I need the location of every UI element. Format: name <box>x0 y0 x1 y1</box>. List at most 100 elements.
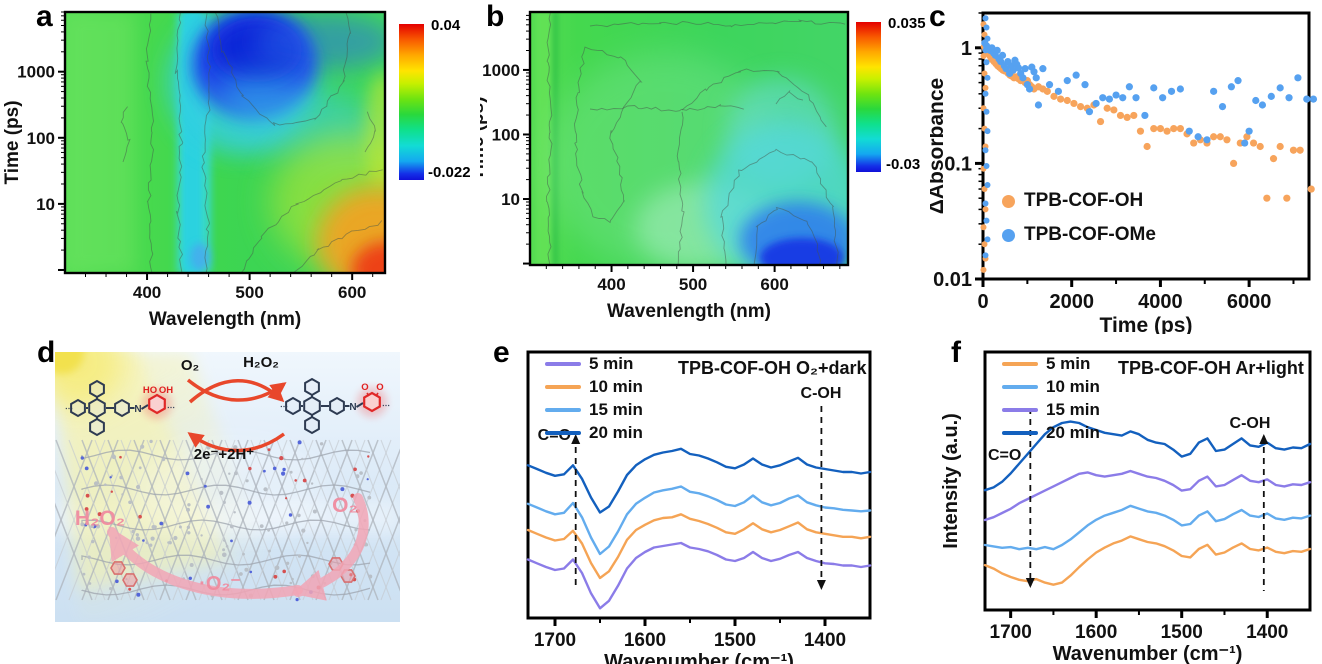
superoxide-label: ·O₂⁻ <box>199 573 241 595</box>
y-axis-label: Time (ps) <box>2 100 23 184</box>
chart-title: TPB-COF-OH O₂+dark <box>678 358 867 378</box>
y-tick-label: 1000 <box>17 63 55 82</box>
legend-line-icon <box>545 362 581 366</box>
panel-b-heatmap: 400 500 600 10 100 1000 Wavenlength (nm) Time (… <box>467 0 872 334</box>
legend-label: 5 min <box>1046 354 1091 373</box>
svg-text:⋯: ⋯ <box>167 403 175 412</box>
quinone-molecule: NO O⋯ ⋯ <box>280 377 390 435</box>
y-tick-label: 1 <box>961 38 972 60</box>
curve-10 min <box>983 504 1312 551</box>
legend-item: 20 min <box>1002 423 1100 443</box>
y-tick-label: 100 <box>27 129 55 148</box>
heatmap-art <box>530 12 848 265</box>
y-tick-label: 0.01 <box>933 269 972 291</box>
o2-label: O₂ <box>181 357 199 374</box>
colorbar-a-gradient <box>399 24 424 180</box>
annotation-label: C=O <box>988 447 1021 464</box>
colorbar-b-max: 0.035 <box>888 15 926 32</box>
legend-line-icon <box>1002 385 1038 389</box>
colorbar-b-min: -0.03 <box>886 156 921 173</box>
x-tick-label: 1500 <box>1161 622 1203 643</box>
x-tick-label: 1600 <box>1075 622 1117 643</box>
svg-text:⋯: ⋯ <box>382 401 390 410</box>
legend-dot-icon <box>1002 194 1015 208</box>
y-tick-label: 10 <box>501 190 520 209</box>
oh-label: OH <box>159 385 173 396</box>
x-tick-label: 0 <box>977 291 988 313</box>
x-tick-label: 600 <box>760 275 788 294</box>
curve-5 min <box>983 535 1312 586</box>
legend-item: 10 min <box>1002 377 1100 397</box>
heatmap-art <box>65 12 385 273</box>
legend-item: TPB-COF-OMe <box>1002 224 1156 246</box>
panel-c-label: c <box>929 0 946 33</box>
x-tick-label: 500 <box>235 283 263 302</box>
x-tick-label: 6000 <box>1227 291 1272 313</box>
legend-label: 5 min <box>589 354 634 373</box>
annotation-label: C-OH <box>801 385 842 402</box>
ho-label: HO <box>143 385 157 396</box>
legend-line-icon <box>545 408 581 412</box>
nitrogen-label: N <box>349 402 356 413</box>
o2-in-arrow <box>291 493 369 601</box>
legend: 5 min 10 min 15 min 20 min <box>545 354 643 446</box>
curve-15 min <box>526 485 872 556</box>
x-tick-label: 400 <box>133 283 161 302</box>
curve-5 min <box>526 541 872 610</box>
legend-item: 15 min <box>1002 400 1100 420</box>
panel-b-label: b <box>486 0 505 33</box>
y-axis-label: ΔAbsorbance <box>930 78 948 214</box>
x-tick-label: 1400 <box>1246 622 1288 643</box>
legend-line-icon <box>1002 362 1038 366</box>
x-tick-label: 1700 <box>990 622 1032 643</box>
h2o2-label: H₂O₂ <box>243 354 279 371</box>
x-tick-label: 600 <box>338 283 366 302</box>
o2-reactant-label: O₂ <box>332 494 358 517</box>
x-axis-label: Time (ps) <box>1100 314 1193 334</box>
colorbar-a-max: 0.04 <box>431 17 461 34</box>
x-axis-label: Wavelength (nm) <box>149 309 301 330</box>
x-tick-label: 400 <box>597 275 625 294</box>
legend-item: 15 min <box>545 400 643 420</box>
panel-e-label: e <box>493 336 510 369</box>
curve-10 min <box>526 513 872 580</box>
x-axis-label: Wavenlength (nm) <box>607 301 771 322</box>
electrons-label: 2e⁻+2H⁺ <box>194 446 255 463</box>
x-tick-label: 1600 <box>624 630 666 651</box>
heatmap-svg-b: 400 500 600 10 100 1000 Wavenlength (nm) Time (… <box>467 10 850 322</box>
panel-f-spectra: 1700 1600 1500 1400 Wavenumber (cm⁻¹) Intensi… <box>880 336 1322 664</box>
reaction-arrow <box>188 379 285 404</box>
scatter-svg: 0 2000 4000 6000 1 0.1 0.01 Time (ps) ΔAbsorbanc… <box>925 11 1318 337</box>
panel-a-heatmap: 400 500 600 10 100 1000 Wavelength (nm) Time (p… <box>0 0 470 334</box>
colorbar-b-gradient <box>856 22 881 172</box>
legend-item: TPB-COF-OH <box>1002 190 1156 212</box>
panel-e-spectra: 1700 1600 1500 1400 Wavenumber (cm⁻¹) C=O C-OH… <box>440 336 885 664</box>
legend-label: 15 min <box>589 400 643 419</box>
panel-c-scatter: 0 2000 4000 6000 1 0.1 0.01 Time (ps) ΔAbsorbanc… <box>925 0 1322 337</box>
legend-label: 20 min <box>589 423 643 442</box>
panel-d-label: d <box>37 336 56 369</box>
heatmap-svg-a: 400 500 600 10 100 1000 Wavelength (nm) Time (p… <box>2 10 387 330</box>
legend-label: TPB-COF-OH <box>1024 190 1144 211</box>
panel-f-label: f <box>951 336 961 369</box>
y-axis-label: Time (ps) <box>480 96 488 180</box>
x-tick-label: 500 <box>679 275 707 294</box>
x-tick-label: 1400 <box>804 630 846 651</box>
legend-line-icon <box>545 385 581 389</box>
x-tick-label: 1500 <box>714 630 756 651</box>
legend-label: 10 min <box>589 377 643 396</box>
legend-item: 5 min <box>545 354 643 374</box>
chart-title: TPB-COF-OH Ar+light <box>1118 358 1304 378</box>
colorbar-a <box>399 24 424 180</box>
legend-line-icon <box>545 431 581 435</box>
legend: TPB-COF-OH TPB-COF-OMe <box>1002 190 1156 258</box>
y-tick-label: 100 <box>492 125 520 144</box>
o-label: O <box>376 382 383 393</box>
annotation-label: C-OH <box>1230 415 1271 432</box>
y-tick-label: 10 <box>36 195 55 214</box>
panel-d-scheme: N HO OH ⋯ ⋯ N O O ⋯ ⋯ O₂ H₂O₂ 2e⁻+2H⁺ H₂O₂ O₂ ·O₂⁻ <box>40 340 432 632</box>
x-tick-label: 4000 <box>1138 291 1183 313</box>
